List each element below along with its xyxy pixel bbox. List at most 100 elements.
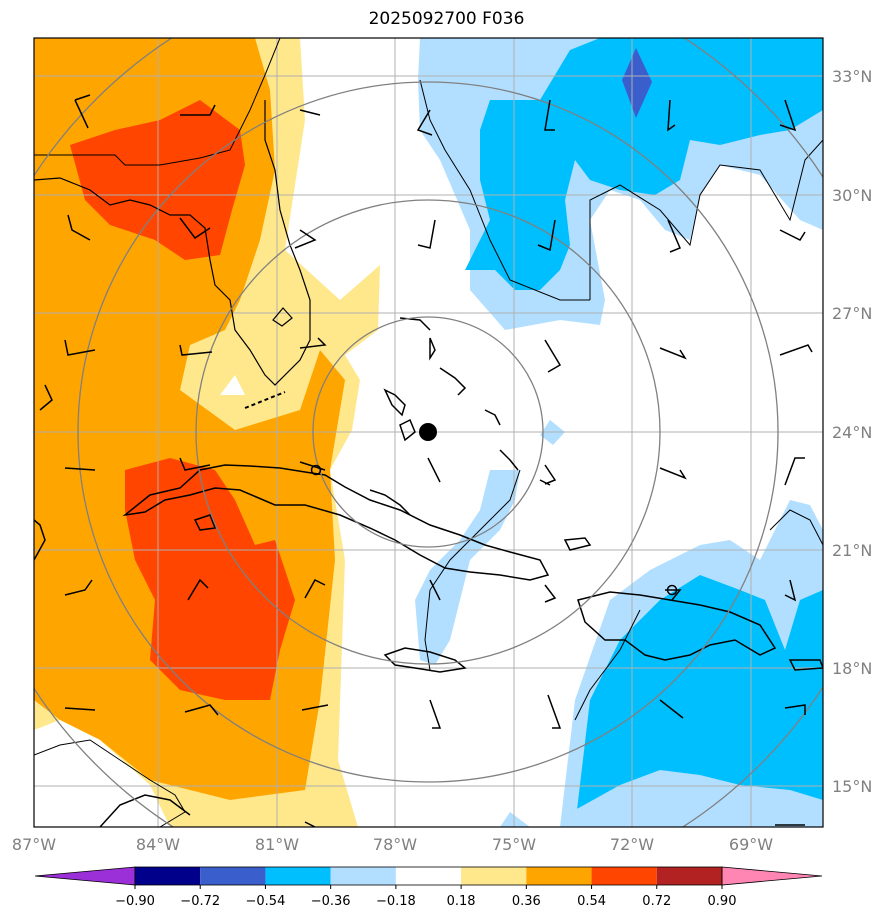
colorbar-extend-low [34, 866, 136, 886]
colorbar-tick-label: −0.18 [376, 894, 416, 909]
coast-yucatan [34, 519, 46, 561]
wind-barb [667, 219, 681, 253]
wind-barb [187, 578, 209, 601]
coast-florida-keys [244, 391, 286, 409]
range-ring-3 [77, 81, 779, 783]
wind-barb [429, 579, 441, 601]
wind-barb [544, 99, 555, 131]
colorbar-tick-label: 0.36 [512, 894, 541, 909]
range-ring-1 [312, 316, 544, 548]
colorbar-segment [526, 867, 592, 885]
wind-barb [64, 707, 96, 711]
colorbar: −0.90 −0.72 −0.54 −0.36 −0.18 0.18 0.36 0.54 0.7… [34, 866, 823, 909]
wind-barb [547, 694, 562, 729]
wind-barb [299, 337, 327, 349]
station-circle [310, 464, 322, 476]
wind-barb [184, 704, 219, 716]
coast-bahamas-10 [369, 489, 411, 516]
coast-puerto-rico [788, 659, 823, 671]
wind-barb [294, 229, 317, 249]
wind-barb [299, 109, 321, 116]
colorbar-tick-label: −0.90 [115, 894, 155, 909]
coast-se-border [574, 609, 641, 721]
coast-bahamas-3 [429, 337, 436, 361]
wind-barb [659, 347, 687, 360]
map-title: 2025092700 F036 [368, 9, 525, 29]
wind-barb [784, 457, 805, 486]
colorbar-segment [135, 867, 201, 885]
wind-barb [179, 344, 213, 356]
wind-barbs [39, 94, 813, 827]
wind-barb [779, 344, 813, 356]
wind-barb [180, 104, 216, 116]
colorbar-tick-label: 0.54 [577, 894, 606, 909]
contour-light-blue-se-strip [575, 770, 823, 827]
colorbar-segment [461, 867, 527, 885]
lon-tick-label: 78°W [373, 835, 417, 854]
colorbar-segment [330, 867, 396, 885]
colorbar-segment [265, 867, 331, 885]
coast-bahamas-1 [383, 388, 406, 417]
colorbar-frame [134, 866, 723, 886]
coast-east-border [589, 139, 823, 300]
contour-red-south [125, 458, 295, 700]
wind-barb [179, 457, 211, 471]
coast-bahamas-7 [539, 479, 551, 486]
contour-deep-blue-ne [622, 48, 652, 118]
wind-barb [667, 99, 676, 132]
wind-barb [417, 219, 436, 249]
wind-barb [39, 384, 53, 411]
wind-barb [67, 214, 91, 241]
wind-barb [784, 704, 806, 715]
wind-barb [784, 579, 797, 602]
lon-tick-label: 84°W [136, 835, 180, 854]
coast-bahamas-4 [439, 367, 467, 396]
colorbar-tick-label: 0.90 [708, 894, 737, 909]
wind-barb [64, 467, 96, 471]
lat-tick-label: 21°N [832, 541, 872, 560]
coast-bermuda-like [419, 79, 590, 301]
wind-barb [544, 339, 562, 373]
wind-barb [779, 229, 806, 241]
colorbar-tick-label: 0.72 [642, 894, 671, 909]
coast-bahamas-5 [484, 409, 501, 426]
wind-barb [179, 217, 211, 240]
coast-atlantic-south [424, 469, 521, 671]
contour-light-blue-corridor [415, 470, 520, 665]
isla-juventud [193, 514, 217, 531]
wind-barb [416, 109, 433, 136]
wind-barb [429, 699, 442, 729]
wind-barb [544, 584, 557, 603]
lon-tick-label: 81°W [255, 835, 299, 854]
colorbar-segment [200, 867, 266, 885]
wind-barb [304, 821, 316, 827]
wind-barb [304, 579, 326, 599]
longitude-axis: 87°W 84°W 81°W 78°W 75°W 72°W 69°W [12, 835, 773, 854]
colorbar-tick-label: 0.18 [447, 894, 476, 909]
station-circle [666, 584, 678, 596]
coast-ne-border [769, 509, 823, 546]
lat-tick-label: 33°N [832, 67, 872, 86]
lat-tick-label: 24°N [832, 423, 872, 442]
lon-tick-label: 72°W [610, 835, 654, 854]
wind-barb [659, 467, 687, 480]
wind-barb [74, 94, 91, 129]
latitude-axis: 15°N 18°N 21°N 24°N 27°N 30°N 33°N [832, 67, 872, 796]
coast-jamaica [383, 647, 467, 673]
wind-barb [779, 99, 797, 132]
coast-bahamas-6 [499, 449, 519, 471]
wind-barb [537, 219, 556, 252]
wind-barb [659, 699, 684, 719]
coast-hispaniola [577, 591, 777, 661]
lake-okeechobee [272, 307, 293, 327]
wind-barb [427, 457, 441, 483]
coast-us-east [34, 38, 281, 166]
wind-barb [665, 589, 682, 601]
storm-center-marker [419, 423, 437, 441]
wind-barb [544, 464, 557, 485]
wind-barb [64, 339, 96, 356]
colorbar-tick-label: −0.54 [246, 894, 286, 909]
lon-tick-label: 87°W [12, 835, 56, 854]
coast-honduras [99, 794, 191, 827]
